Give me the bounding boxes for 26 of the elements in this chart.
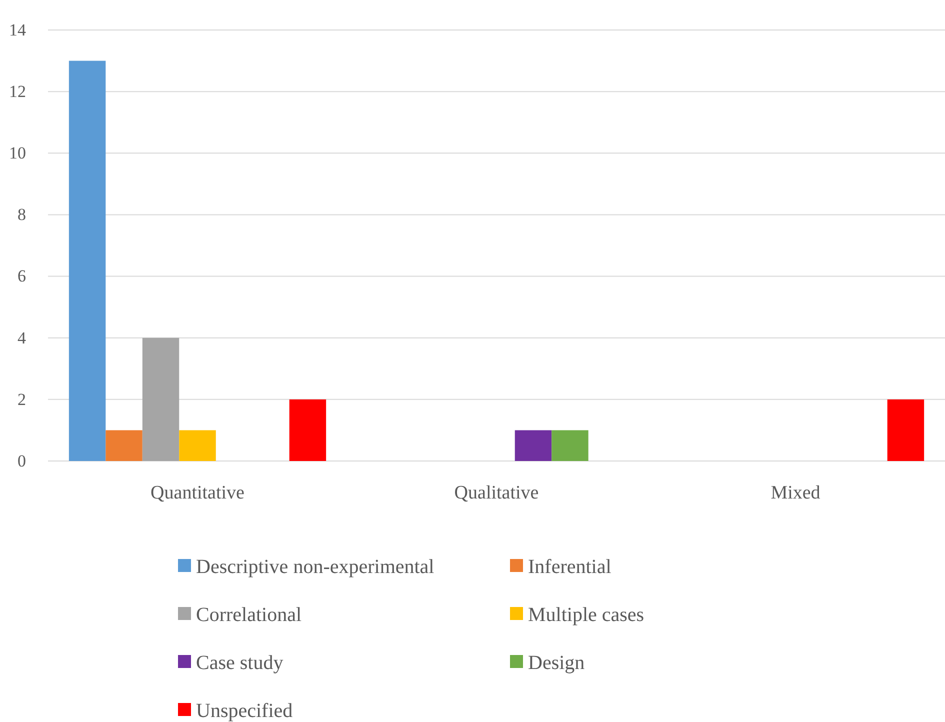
y-tick-label: 10 [9, 144, 26, 163]
y-tick-label: 4 [18, 328, 26, 348]
x-tick-label: Quantitative [150, 482, 244, 504]
x-tick-label: Qualitative [454, 482, 539, 504]
legend-label: Correlational [196, 604, 302, 626]
x-tick-label: Mixed [770, 482, 821, 504]
legend-label: Unspecified [196, 700, 293, 722]
bar [106, 430, 142, 461]
y-tick-label: 14 [9, 20, 26, 40]
y-tick-label: 6 [18, 266, 26, 286]
bar [142, 338, 180, 461]
bar [68, 60, 106, 461]
bar [289, 399, 326, 461]
bar [514, 430, 552, 461]
bar [552, 430, 588, 461]
legend-label: Multiple cases [528, 604, 644, 626]
bar [179, 430, 216, 461]
legend-label: Case study [196, 652, 284, 674]
legend-label: Descriptive non-experimental [196, 556, 435, 578]
bar [887, 399, 924, 461]
y-tick-label: 2 [18, 390, 26, 409]
y-tick-label: 8 [18, 205, 26, 224]
y-tick-label: 12 [9, 82, 26, 102]
legend-label: Inferential [528, 556, 612, 578]
y-tick-label: 0 [18, 451, 26, 470]
legend-label: Design [528, 652, 585, 674]
